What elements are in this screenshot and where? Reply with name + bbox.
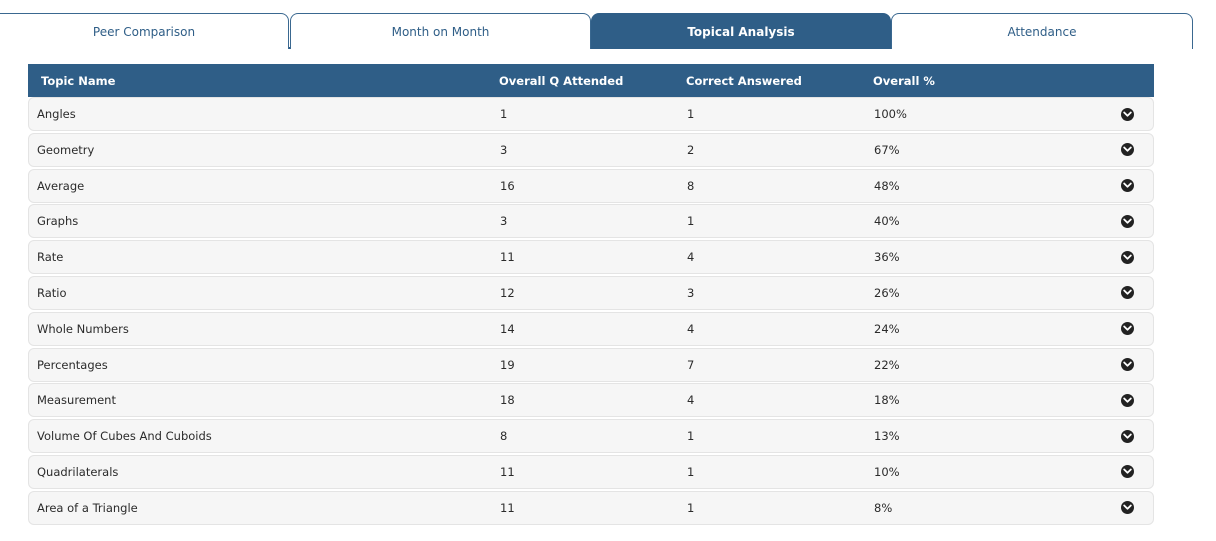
- tab-topical-analysis[interactable]: Topical Analysis: [591, 13, 891, 49]
- cell-percent: 22%: [874, 357, 900, 372]
- table-row[interactable]: Geometry 3 2 67%: [28, 132, 1154, 167]
- expand-toggle[interactable]: [1115, 214, 1139, 228]
- chevron-down-circle-icon[interactable]: [1120, 214, 1134, 228]
- expand-toggle[interactable]: [1115, 393, 1139, 407]
- cell-topic: Volume Of Cubes And Cuboids: [37, 429, 212, 444]
- cell-topic: Average: [37, 178, 85, 193]
- cell-attended: 8: [500, 429, 508, 444]
- cell-attended: 16: [500, 178, 515, 193]
- cell-topic: Ratio: [37, 285, 67, 300]
- tab-month-on-month[interactable]: Month on Month: [290, 13, 591, 49]
- cell-percent: 40%: [874, 214, 900, 229]
- chevron-down-circle-icon[interactable]: [1120, 358, 1134, 372]
- table-row[interactable]: Rate 11 4 36%: [28, 240, 1154, 275]
- cell-topic: Quadrilaterals: [37, 464, 119, 479]
- cell-correct: 8: [687, 178, 695, 193]
- expand-toggle[interactable]: [1115, 250, 1139, 264]
- table-row[interactable]: Quadrilaterals 11 1 10%: [28, 454, 1154, 489]
- cell-attended: 1: [500, 107, 508, 121]
- table-row[interactable]: Measurement 18 4 18%: [28, 383, 1154, 418]
- expand-toggle[interactable]: [1115, 179, 1139, 193]
- cell-percent: 36%: [874, 250, 900, 265]
- chevron-down-circle-icon[interactable]: [1120, 179, 1134, 193]
- header-overall-q-attended: Overall Q Attended: [499, 73, 624, 88]
- chevron-down-circle-icon[interactable]: [1120, 143, 1134, 157]
- expand-toggle[interactable]: [1115, 107, 1139, 121]
- expand-toggle[interactable]: [1115, 501, 1139, 515]
- cell-topic: Geometry: [37, 142, 95, 157]
- cell-topic: Whole Numbers: [37, 321, 129, 336]
- cell-correct: 1: [687, 500, 695, 515]
- cell-percent: 24%: [874, 321, 900, 336]
- cell-percent: 8%: [874, 500, 893, 515]
- table-header: Topic Name Overall Q Attended Correct An…: [28, 64, 1154, 97]
- cell-attended: 11: [500, 464, 515, 479]
- cell-correct: 4: [687, 321, 695, 336]
- table-row[interactable]: Ratio 12 3 26%: [28, 275, 1154, 310]
- tab-peer-comparison[interactable]: Peer Comparison: [0, 13, 289, 49]
- cell-attended: 19: [500, 357, 515, 372]
- tab-attendance[interactable]: Attendance: [891, 13, 1193, 49]
- expand-toggle[interactable]: [1115, 143, 1139, 157]
- cell-topic: Area of a Triangle: [37, 500, 138, 515]
- cell-topic: Measurement: [37, 393, 116, 408]
- cell-percent: 67%: [874, 142, 900, 157]
- table-row[interactable]: Whole Numbers 14 4 24%: [28, 311, 1154, 346]
- cell-percent: 26%: [874, 285, 900, 300]
- cell-attended: 12: [500, 285, 515, 300]
- expand-toggle[interactable]: [1115, 286, 1139, 300]
- cell-attended: 14: [500, 321, 515, 336]
- chevron-down-circle-icon[interactable]: [1120, 465, 1134, 479]
- table-row[interactable]: Area of a Triangle 11 1 8%: [28, 490, 1154, 525]
- cell-correct: 7: [687, 357, 695, 372]
- chevron-down-circle-icon[interactable]: [1120, 393, 1134, 407]
- cell-correct: 3: [687, 285, 695, 300]
- table-row[interactable]: Graphs 3 1 40%: [28, 204, 1154, 239]
- cell-topic: Angles: [37, 107, 76, 121]
- cell-percent: 48%: [874, 178, 900, 193]
- cell-percent: 10%: [874, 464, 900, 479]
- header-topic-name: Topic Name: [41, 73, 116, 88]
- chevron-down-circle-icon[interactable]: [1120, 322, 1134, 336]
- table-body: Angles 1 1 100% Geometry 3 2 67% Average 16 8 48% Gr…: [28, 97, 1154, 525]
- chevron-down-circle-icon[interactable]: [1120, 107, 1134, 121]
- expand-toggle[interactable]: [1115, 358, 1139, 372]
- cell-topic: Graphs: [37, 214, 79, 229]
- topic-table: Topic Name Overall Q Attended Correct An…: [28, 64, 1154, 525]
- table-row[interactable]: Percentages 19 7 22%: [28, 347, 1154, 382]
- cell-percent: 100%: [874, 107, 907, 121]
- cell-correct: 4: [687, 393, 695, 408]
- cell-topic: Percentages: [37, 357, 108, 372]
- header-overall-percent: Overall %: [873, 73, 935, 88]
- cell-correct: 2: [687, 142, 695, 157]
- cell-topic: Rate: [37, 250, 64, 265]
- cell-correct: 1: [687, 107, 695, 121]
- cell-attended: 11: [500, 250, 515, 265]
- cell-attended: 3: [500, 214, 508, 229]
- chevron-down-circle-icon[interactable]: [1120, 501, 1134, 515]
- cell-attended: 3: [500, 142, 508, 157]
- cell-attended: 11: [500, 500, 515, 515]
- table-row[interactable]: Angles 1 1 100%: [28, 97, 1154, 131]
- cell-correct: 1: [687, 429, 695, 444]
- header-correct-answered: Correct Answered: [686, 73, 802, 88]
- cell-percent: 18%: [874, 393, 900, 408]
- expand-toggle[interactable]: [1115, 429, 1139, 443]
- cell-correct: 1: [687, 464, 695, 479]
- cell-percent: 13%: [874, 429, 900, 444]
- chevron-down-circle-icon[interactable]: [1120, 250, 1134, 264]
- cell-attended: 18: [500, 393, 515, 408]
- table-row[interactable]: Average 16 8 48%: [28, 168, 1154, 203]
- expand-toggle[interactable]: [1115, 322, 1139, 336]
- cell-correct: 4: [687, 250, 695, 265]
- chevron-down-circle-icon[interactable]: [1120, 429, 1134, 443]
- chevron-down-circle-icon[interactable]: [1120, 286, 1134, 300]
- table-row[interactable]: Volume Of Cubes And Cuboids 8 1 13%: [28, 419, 1154, 454]
- cell-correct: 1: [687, 214, 695, 229]
- expand-toggle[interactable]: [1115, 465, 1139, 479]
- tab-bar: Peer Comparison Month on Month Topical A…: [0, 13, 1193, 49]
